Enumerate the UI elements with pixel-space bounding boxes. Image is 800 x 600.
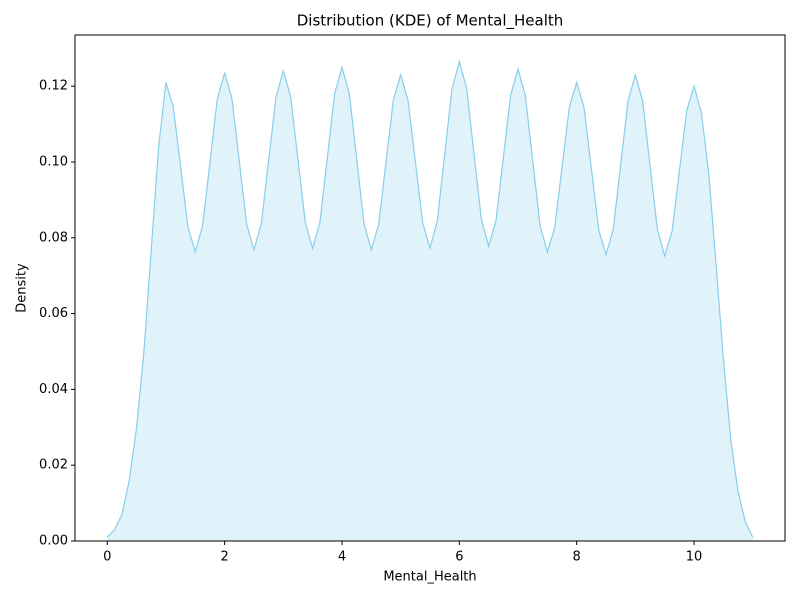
x-tick-label: 10 (686, 550, 703, 565)
y-tick-label: 0.04 (39, 382, 68, 397)
density-area (107, 61, 753, 541)
y-axis-label: Density (15, 263, 30, 313)
y-tick-label: 0.06 (39, 306, 68, 321)
x-tick-label: 0 (103, 550, 111, 565)
y-tick-label: 0.12 (39, 79, 68, 94)
plot-frame (74, 34, 786, 542)
x-axis-label: Mental_Health (383, 570, 476, 585)
y-tick-label: 0.08 (39, 230, 68, 245)
y-tick-label: 0.10 (39, 154, 68, 169)
y-tick-label: 0.02 (39, 458, 68, 473)
x-tick-label: 2 (220, 550, 228, 565)
x-tick-label: 6 (455, 550, 463, 565)
density-line (106, 59, 754, 538)
x-tick-label: 8 (573, 550, 581, 565)
y-tick-label: 0.00 (39, 534, 68, 549)
x-tick-label: 4 (338, 550, 346, 565)
chart-title: Distribution (KDE) of Mental_Health (297, 12, 564, 31)
